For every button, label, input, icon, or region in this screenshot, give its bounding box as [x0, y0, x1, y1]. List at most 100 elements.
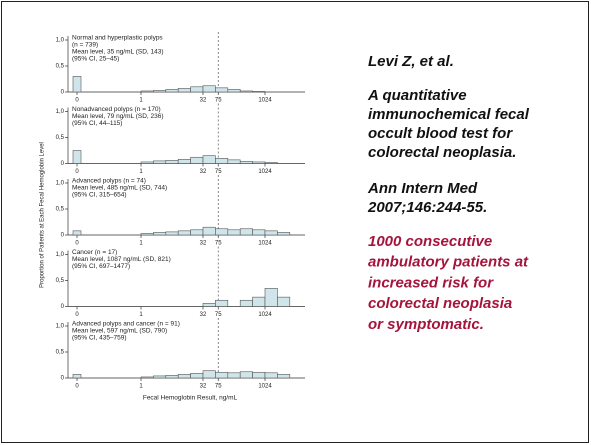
histogram-bar — [202, 226, 216, 236]
histogram-bar — [190, 156, 204, 164]
histogram-bar — [215, 158, 229, 164]
panel-text: (n = 739) — [72, 42, 98, 49]
x-tick-label: 0 — [75, 312, 79, 318]
y-tick-label: 0,5 — [56, 207, 65, 213]
histogram-bar — [264, 372, 278, 379]
x-tick-label: 75 — [215, 241, 222, 247]
panel-text: (95% CI, 44–115) — [72, 120, 122, 127]
x-axis-label: Fecal Hemoglobin Result, ng/mL — [143, 395, 238, 402]
histogram-bar — [177, 374, 191, 379]
histogram-bar — [177, 88, 191, 93]
x-tick-label: 1 — [139, 384, 143, 390]
x-tick-label: 0 — [75, 241, 79, 247]
histogram-bar — [215, 371, 229, 379]
histogram-bar — [277, 232, 291, 236]
histogram-bar — [165, 89, 179, 93]
panel-text: (95% CI, 25–45) — [72, 56, 119, 63]
histogram-bar — [239, 299, 253, 307]
x-tick-label: 0 — [75, 384, 79, 390]
x-tick-label: 1 — [139, 98, 143, 104]
x-tick-label: 75 — [215, 98, 222, 104]
histogram-bar — [140, 161, 154, 164]
histogram-bar — [277, 296, 291, 307]
y-tick-label: 0 — [61, 376, 65, 382]
histogram-bar — [177, 159, 191, 164]
histogram-bar — [202, 370, 216, 379]
histogram-bar — [190, 86, 204, 93]
histogram-bar — [252, 91, 266, 93]
x-tick-label: 1024 — [258, 312, 272, 318]
y-tick-label: 0,5 — [56, 64, 65, 70]
panel-text: (95% CI, 315–654) — [72, 192, 127, 199]
histogram-bar — [165, 375, 179, 379]
histogram-bar — [140, 90, 154, 93]
x-tick-label: 32 — [200, 241, 207, 247]
histogram-bar — [153, 232, 167, 236]
x-tick-label: 32 — [200, 312, 207, 318]
histogram-bar — [215, 228, 229, 236]
histogram-bar — [215, 87, 229, 93]
histogram-bar — [252, 161, 266, 164]
y-tick-label: 0 — [61, 304, 65, 310]
histogram-bar — [202, 303, 216, 307]
histogram-bar — [264, 287, 278, 307]
y-tick-label: 1,0 — [56, 109, 65, 115]
histogram-bar — [227, 372, 241, 379]
article-title: immunochemical fecal — [368, 106, 530, 123]
x-tick-label: 1024 — [258, 98, 272, 104]
note: 1000 consecutive — [368, 233, 492, 250]
x-tick-label: 1 — [139, 312, 143, 318]
y-axis-label: Proportion of Patients at Each Fecal Hem… — [40, 142, 46, 288]
x-tick-label: 32 — [200, 384, 207, 390]
panel-text: Cancer (n = 17) — [72, 249, 117, 256]
panel-text: Advanced polyps (n = 74) — [72, 178, 146, 185]
x-tick-label: 75 — [215, 384, 222, 390]
y-tick-label: 0 — [61, 233, 65, 239]
y-tick-label: 0,5 — [56, 350, 65, 356]
histogram-bar — [202, 155, 216, 164]
histogram-bar — [239, 371, 253, 379]
histogram-bar — [264, 162, 278, 164]
zero-bar — [72, 374, 82, 379]
article-title: occult blood test for — [368, 125, 513, 142]
histogram-bar — [239, 228, 253, 236]
journal: 2007;146:244-55. — [367, 199, 487, 216]
x-tick-label: 1024 — [258, 241, 272, 247]
x-tick-label: 0 — [75, 169, 79, 175]
y-tick-label: 0,5 — [56, 278, 65, 284]
author: Levi Z, et al. — [368, 53, 454, 70]
y-tick-label: 0,5 — [56, 135, 65, 141]
histogram-bar — [252, 229, 266, 236]
note: or symptomatic. — [368, 316, 484, 333]
zero-bar — [72, 76, 82, 93]
panel-text: (95% CI, 697–1477) — [72, 263, 130, 270]
x-tick-label: 1 — [139, 169, 143, 175]
histogram-bar — [190, 229, 204, 236]
histogram-bar — [165, 231, 179, 236]
y-tick-label: 1,0 — [56, 252, 65, 258]
note: ambulatory patients at — [368, 254, 529, 271]
panel-text: Mean level, 1087 ng/mL (SD, 821) — [72, 256, 171, 263]
histogram-bar — [153, 375, 167, 379]
histogram-bar — [264, 230, 278, 236]
histogram-bar — [252, 296, 266, 307]
x-tick-label: 75 — [215, 169, 222, 175]
panel-text: Mean level, 79 ng/mL (SD, 236) — [72, 113, 164, 120]
panel-text: Mean level, 597 ng/mL (SD, 790) — [72, 328, 167, 335]
histogram-bar — [190, 373, 204, 379]
histogram-bar — [239, 90, 253, 93]
histogram-bar — [202, 85, 216, 93]
histogram-bar — [177, 230, 191, 236]
y-tick-label: 1,0 — [56, 38, 65, 44]
histogram-bar — [153, 90, 167, 93]
panel-text: Advanced polyps and cancer (n = 91) — [72, 321, 180, 328]
histogram-bar — [252, 371, 266, 379]
panel-text: Normal and hyperplastic polyps — [72, 35, 163, 42]
y-tick-label: 0 — [61, 161, 65, 167]
panel-text: Mean level, 485 ng/mL (SD, 744) — [72, 185, 167, 192]
zero-bar — [72, 230, 82, 236]
x-tick-label: 1024 — [258, 169, 272, 175]
x-tick-label: 1 — [139, 241, 143, 247]
